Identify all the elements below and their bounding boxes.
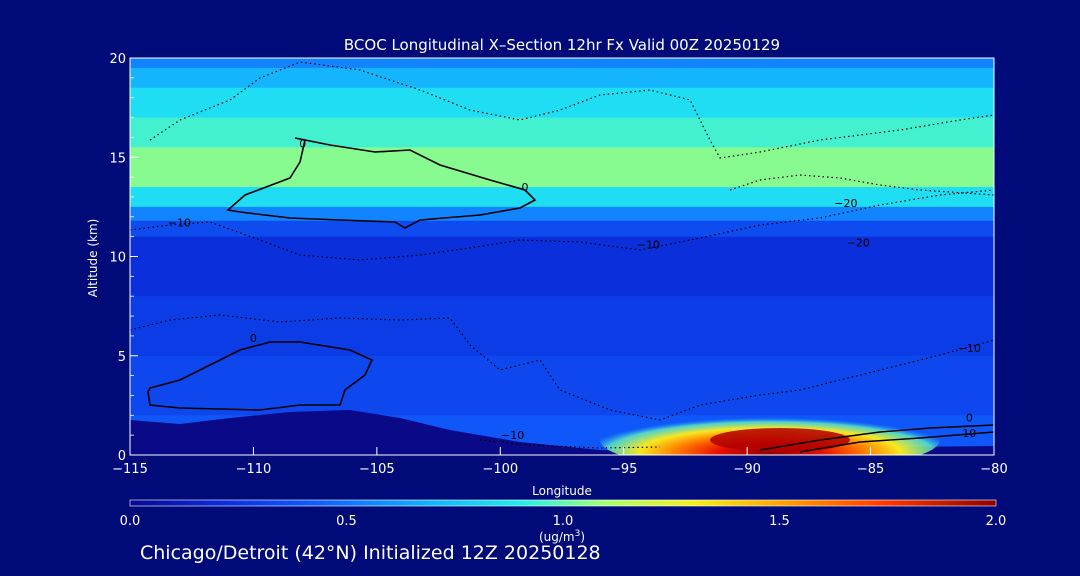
concentration-layer xyxy=(130,147,994,188)
concentration-layer xyxy=(130,220,994,238)
concentration-field xyxy=(130,58,994,455)
contour-label: −10 xyxy=(637,239,660,252)
x-tick-label: −105 xyxy=(359,462,395,477)
concentration-layer xyxy=(130,87,994,119)
x-axis: −115 −110 −105 −100 −95 −90 −85 −80 xyxy=(112,447,1008,477)
x-tick-label: −115 xyxy=(112,462,148,477)
contour-label: 10 xyxy=(962,427,976,440)
chart-title: BCOC Longitudinal X–Section 12hr Fx Vali… xyxy=(344,36,780,54)
concentration-layer xyxy=(130,236,994,297)
contour-label: 0 xyxy=(521,181,528,194)
colorbar-ramp xyxy=(129,499,997,507)
colorbar-tick-label: 2.0 xyxy=(986,514,1007,529)
surface-contour-2 xyxy=(799,431,994,453)
y-tick-label: 20 xyxy=(109,52,126,67)
contour-labels: 0 0 −10 −20 −20 −10 0 −10 0 10 −10 xyxy=(168,137,981,442)
contour-label: −10 xyxy=(501,429,524,442)
y-tick-label: 15 xyxy=(109,151,126,166)
contour-line-upper xyxy=(226,137,537,229)
x-tick-label: −100 xyxy=(482,462,518,477)
dotted-contour-4 xyxy=(729,174,994,196)
contour-label: 0 xyxy=(299,137,306,150)
contour-label: −10 xyxy=(168,217,191,230)
contour-label: −10 xyxy=(958,342,981,355)
x-tick-label: −80 xyxy=(980,462,1007,477)
contour-label: 0 xyxy=(966,411,973,424)
x-axis-label: Longitude xyxy=(532,484,592,498)
y-tick-label: 10 xyxy=(109,251,126,266)
concentration-layer xyxy=(130,355,994,416)
x-tick-label: −110 xyxy=(236,462,272,477)
concentration-layer xyxy=(130,187,994,208)
contour-label: −20 xyxy=(834,197,857,210)
x-tick-label: −95 xyxy=(610,462,637,477)
surface-plume-core xyxy=(710,428,850,452)
y-axis: 0 5 10 15 20 xyxy=(109,52,138,464)
y-tick-label: 5 xyxy=(118,350,126,365)
y-axis-label: Altitude (km) xyxy=(86,219,100,298)
colorbar-tick-label: 1.0 xyxy=(553,514,574,529)
contour-line-lower xyxy=(147,341,374,411)
concentration-layer xyxy=(130,206,994,222)
colorbar-tick-label: 0.0 xyxy=(120,514,141,529)
y-tick-label: 0 xyxy=(118,449,126,464)
concentration-layer xyxy=(130,296,994,357)
contour-label: −20 xyxy=(847,237,870,250)
colorbar-tick-label: 0.5 xyxy=(336,514,357,529)
colorbar: 0.0 0.5 1.0 1.5 2.0 (ug/m3) xyxy=(120,499,1007,544)
x-tick-label: −85 xyxy=(857,462,884,477)
colorbar-unit-label: (ug/m3) xyxy=(539,529,585,544)
concentration-layer xyxy=(130,117,994,148)
concentration-layer xyxy=(130,67,994,89)
terrain-mask xyxy=(130,410,994,455)
surface-contour-1 xyxy=(759,424,994,451)
x-tick-label: −90 xyxy=(733,462,760,477)
contour-label: 0 xyxy=(250,332,257,345)
concentration-layer xyxy=(130,58,994,69)
footer-caption: Chicago/Detroit (42°N) Initialized 12Z 2… xyxy=(140,542,601,564)
colorbar-ticks: 0.0 0.5 1.0 1.5 2.0 xyxy=(120,514,1007,529)
colorbar-tick-label: 1.5 xyxy=(769,514,790,529)
